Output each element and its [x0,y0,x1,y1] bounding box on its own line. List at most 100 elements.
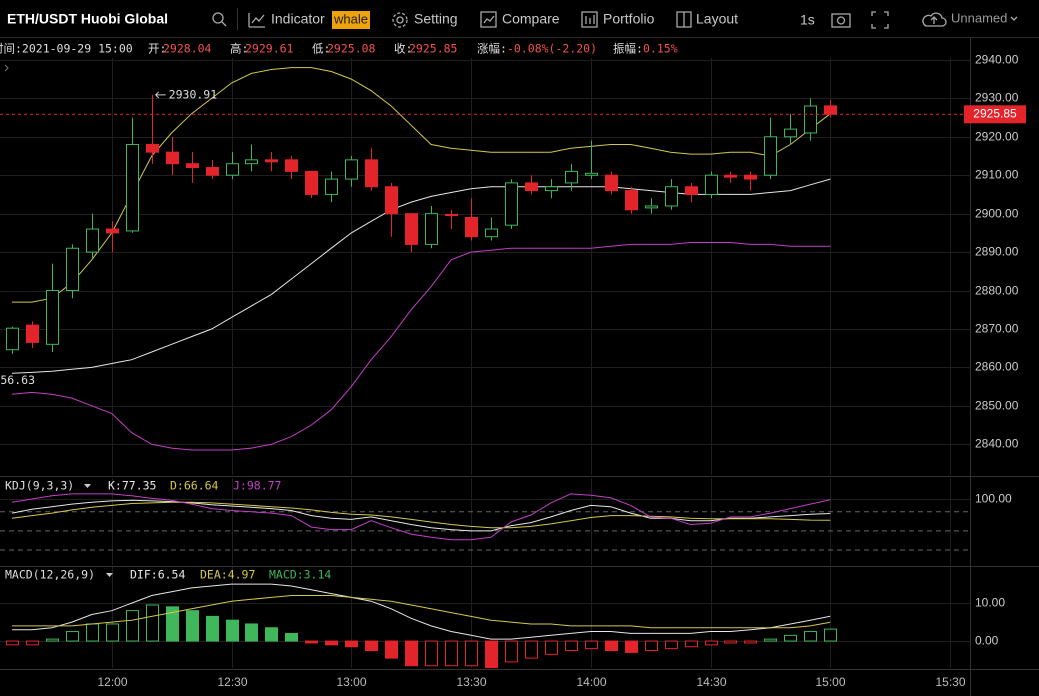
macd-bar [625,640,638,653]
layout-name[interactable]: Unnamed [951,10,1007,25]
macd-bar [345,640,358,648]
info-value: 2925.85 [409,42,457,56]
candle-body [585,172,598,176]
info-label: 涨幅: [477,42,507,56]
portfolio-icon[interactable] [581,11,598,28]
macd-legend: DIF:6.54 [130,568,185,582]
macd-bar [605,640,618,652]
info-value: 2929.61 [245,42,294,56]
kdj-legend: K:77.35 [108,479,156,493]
last-price-tag [964,105,1026,124]
y-tick-label: 2860.00 [975,360,1019,374]
interval-button[interactable]: 1s [800,12,815,28]
badge-bg [332,11,370,29]
macd-bar [86,623,99,642]
info-label: 高: [230,42,248,56]
info-label: 振幅: [613,42,643,56]
last-price-label: 2925.85 [973,106,1017,120]
candle-body [146,143,159,153]
camera-icon[interactable] [831,13,851,28]
y-tick-label: 2940.00 [975,53,1019,67]
kdj-dropdown [84,484,91,488]
kdj-legend: J:98.77 [233,479,282,493]
macd-bar [585,640,598,650]
y-tick-label: 2920.00 [975,130,1019,144]
candle-body [485,228,498,238]
x-tick-label: 12:00 [97,675,127,689]
y-tick-label: 0.00 [975,634,999,648]
candle-body [525,182,538,192]
macd-bar [6,640,19,646]
macd-title[interactable]: MACD(12,26,9) [5,568,95,582]
overlay-line [12,67,831,303]
y-tick-label: 2850.00 [975,399,1019,413]
macd-bar [724,640,737,644]
candle-body [685,186,698,195]
x-tick-label: 14:30 [696,675,726,689]
setting-button[interactable]: Setting [414,11,458,27]
layout-button[interactable]: Layout [696,11,738,27]
candle-body [325,178,338,195]
macd-bar [405,640,418,667]
candle-body [46,290,59,345]
indicator-button[interactable]: Indicator [271,11,325,27]
symbol[interactable]: ETH/USDT Huobi Global [7,11,168,27]
candle-body [465,216,478,238]
info-value: 2928.04 [163,42,212,56]
x-tick-label: 13:00 [336,675,366,689]
y-tick-label: 2930.00 [975,91,1019,105]
candle-body [365,159,378,188]
y-tick-label: 10.00 [975,596,1005,610]
macd-bar [764,638,777,642]
macd-bar [824,628,837,642]
layout-chevron[interactable] [1010,16,1018,21]
fullscreen-icon[interactable] [871,11,889,29]
info-label: 低: [312,42,330,56]
x-tick-label: 13:30 [456,675,486,689]
kdj-title[interactable]: KDJ(9,3,3) [5,479,74,493]
y-tick-label: 2870.00 [975,322,1019,336]
x-tick-label: 15:30 [935,675,965,689]
candle-body [226,163,239,176]
macd-bar [146,604,159,642]
high-marker-arrow [154,91,166,99]
layout-icon[interactable] [676,11,692,28]
candle-body [545,186,558,192]
macd-bar [186,610,199,642]
cloud-icon[interactable] [922,12,947,27]
macd-bar [744,640,757,644]
macd-bar [66,631,79,642]
candle-body [6,327,19,351]
candle-body [804,105,817,134]
candle-body [86,228,99,253]
candle-body [565,170,578,184]
high-marker-label: 2930.91 [169,87,218,101]
portfolio-button[interactable]: Portfolio [603,11,655,27]
compare-icon[interactable] [480,11,497,28]
x-tick-label: 12:30 [217,675,247,689]
search-icon[interactable] [212,12,227,27]
candle-body [724,174,737,178]
info-value: -0.08%(-2.20) [507,42,597,56]
kdj-line [11,501,831,529]
indicator-icon[interactable] [248,13,265,28]
collapse-arrow[interactable] [4,64,9,72]
setting-icon[interactable] [392,12,408,28]
candle-body [625,190,638,211]
macd-bar [445,640,458,667]
compare-button[interactable]: Compare [502,11,560,27]
macd-bar [784,634,797,642]
macd-bar [505,640,518,663]
candle-body [385,186,398,215]
kdj-legend: D:66.64 [170,479,219,493]
badge[interactable]: whale [333,11,368,26]
macd-bar [545,640,558,655]
x-tick-label: 14:00 [576,675,606,689]
toolbar: ETH/USDT Huobi Global Indicator whale Se… [0,8,1039,38]
macd-bar [325,640,338,646]
y-tick-label: 2840.00 [975,437,1019,451]
candle-body [764,136,777,176]
candle-body [26,324,39,343]
macd-bar [804,631,817,642]
